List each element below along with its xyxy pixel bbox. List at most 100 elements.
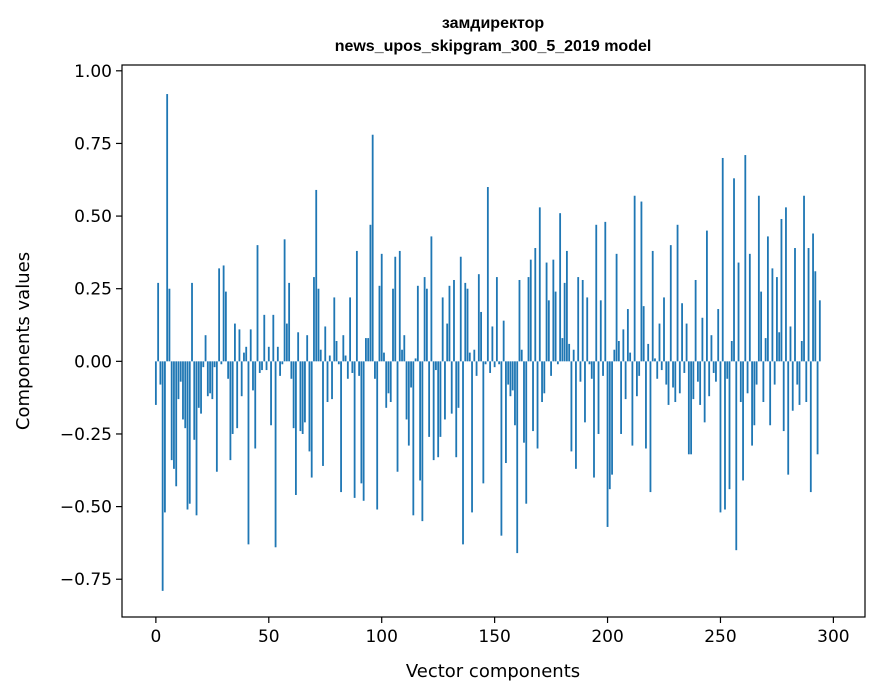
bar bbox=[473, 349, 476, 362]
bar bbox=[279, 361, 281, 376]
bar bbox=[665, 361, 668, 385]
bar bbox=[703, 361, 706, 423]
axes-group: 0 50 100 150 200 250 300 −0.75 −0.50 −0.25 0.00 0.2… bbox=[60, 62, 850, 647]
bar bbox=[647, 343, 650, 362]
bar bbox=[435, 361, 437, 371]
bar bbox=[166, 94, 169, 362]
bar bbox=[728, 361, 731, 490]
bar bbox=[247, 361, 250, 545]
bar bbox=[690, 361, 693, 455]
y-tick-label: 0.25 bbox=[74, 280, 112, 300]
bar bbox=[525, 361, 528, 504]
bar bbox=[807, 248, 810, 362]
bar bbox=[543, 361, 546, 394]
bar bbox=[191, 282, 193, 362]
bar bbox=[444, 361, 446, 420]
bar bbox=[265, 361, 268, 371]
bar bbox=[575, 361, 577, 469]
bar bbox=[529, 259, 532, 362]
bar bbox=[751, 361, 753, 446]
bar bbox=[480, 311, 482, 362]
bar bbox=[423, 277, 426, 362]
bar bbox=[234, 323, 236, 362]
bar bbox=[593, 361, 595, 478]
bars-group bbox=[154, 94, 821, 591]
bar bbox=[654, 358, 656, 362]
bar bbox=[450, 361, 453, 414]
bar bbox=[733, 178, 735, 362]
bar bbox=[276, 346, 279, 362]
bar bbox=[766, 236, 769, 362]
bar bbox=[753, 361, 756, 426]
bar bbox=[613, 349, 616, 362]
bar bbox=[520, 349, 523, 362]
bar bbox=[798, 361, 801, 405]
bar bbox=[636, 361, 638, 397]
bar bbox=[213, 361, 216, 368]
bar bbox=[547, 300, 550, 362]
bar bbox=[419, 361, 422, 481]
bar bbox=[428, 361, 431, 437]
bar bbox=[462, 361, 464, 545]
bar bbox=[299, 361, 302, 432]
bar bbox=[694, 279, 697, 362]
bar bbox=[304, 361, 306, 423]
bar bbox=[403, 335, 406, 362]
bar bbox=[398, 250, 401, 362]
bar bbox=[658, 323, 661, 362]
bar bbox=[615, 253, 618, 362]
bar bbox=[491, 326, 494, 362]
bar bbox=[495, 277, 498, 362]
bar bbox=[475, 361, 478, 376]
bar bbox=[818, 300, 821, 362]
bar bbox=[457, 361, 460, 408]
bar bbox=[283, 239, 286, 362]
bar bbox=[328, 355, 331, 362]
bar bbox=[489, 361, 492, 373]
bar bbox=[170, 361, 173, 461]
bar bbox=[776, 277, 778, 362]
bar bbox=[590, 361, 593, 379]
bar bbox=[757, 195, 760, 362]
bar bbox=[204, 335, 207, 362]
bar bbox=[389, 361, 392, 403]
bar bbox=[459, 256, 462, 362]
bar bbox=[448, 285, 451, 362]
bar bbox=[179, 361, 182, 382]
bar bbox=[717, 309, 720, 362]
bar bbox=[416, 285, 419, 362]
bar bbox=[631, 361, 634, 446]
bar bbox=[209, 361, 211, 394]
bar bbox=[760, 291, 763, 362]
x-tick-label: 0 bbox=[150, 627, 161, 647]
bar bbox=[563, 282, 566, 362]
bar bbox=[622, 329, 625, 362]
y-axis-label: Components values bbox=[13, 252, 34, 430]
bar bbox=[367, 338, 370, 362]
x-tick-label: 50 bbox=[258, 627, 280, 647]
bar bbox=[405, 361, 408, 420]
bar bbox=[764, 338, 767, 362]
bar bbox=[383, 352, 385, 362]
bar bbox=[514, 361, 516, 426]
bar bbox=[322, 361, 324, 466]
bar bbox=[477, 274, 480, 362]
y-tick-label: −0.50 bbox=[60, 498, 112, 518]
bar bbox=[730, 341, 733, 362]
bar bbox=[570, 361, 573, 452]
bar bbox=[527, 277, 530, 362]
bar bbox=[256, 245, 259, 362]
bar bbox=[633, 195, 636, 362]
bar bbox=[324, 326, 327, 362]
bar bbox=[604, 221, 607, 362]
bar bbox=[326, 361, 329, 403]
y-tick-label: 0.00 bbox=[74, 352, 112, 372]
bar bbox=[437, 361, 440, 458]
bar bbox=[715, 361, 717, 382]
bar bbox=[261, 361, 263, 371]
bar bbox=[238, 329, 241, 362]
bar bbox=[669, 245, 672, 362]
bar bbox=[410, 361, 412, 388]
bar bbox=[229, 361, 232, 461]
bar bbox=[358, 361, 361, 376]
